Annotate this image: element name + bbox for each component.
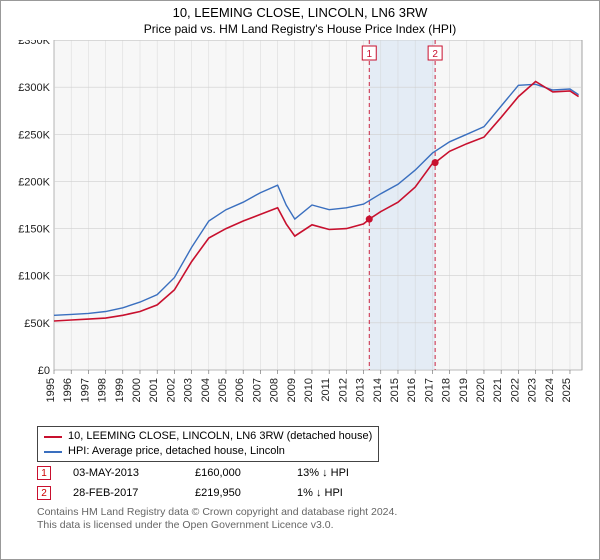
svg-text:2022: 2022 <box>509 378 521 402</box>
legend-row: 10, LEEMING CLOSE, LINCOLN, LN6 3RW (det… <box>44 429 372 444</box>
svg-text:2002: 2002 <box>165 378 177 402</box>
svg-text:2024: 2024 <box>544 378 556 402</box>
legend-label: 10, LEEMING CLOSE, LINCOLN, LN6 3RW (det… <box>68 429 372 444</box>
transaction-diff: 1% ↓ HPI <box>297 487 343 499</box>
svg-text:£150K: £150K <box>18 224 50 236</box>
transaction-price: £160,000 <box>195 467 275 479</box>
svg-text:£0: £0 <box>38 365 50 377</box>
svg-text:2008: 2008 <box>269 378 281 402</box>
chart-plot-area: £0 £50K £100K £150K £200K £250K £300K £350K 1995… <box>10 40 590 420</box>
svg-text:2006: 2006 <box>234 378 246 402</box>
transaction-row: 1 03-MAY-2013 £160,000 13% ↓ HPI <box>37 466 591 480</box>
svg-text:1999: 1999 <box>114 378 126 402</box>
svg-text:2021: 2021 <box>492 378 504 402</box>
svg-text:£350K: £350K <box>18 40 50 47</box>
chart-container: 10, LEEMING CLOSE, LINCOLN, LN6 3RW Pric… <box>0 0 600 560</box>
svg-text:2009: 2009 <box>286 378 298 402</box>
svg-text:2014: 2014 <box>372 378 384 402</box>
svg-text:2017: 2017 <box>423 378 435 402</box>
svg-text:2004: 2004 <box>200 378 212 402</box>
transaction-date: 28-FEB-2017 <box>73 487 173 499</box>
svg-text:1998: 1998 <box>97 378 109 402</box>
transaction-marker: 2 <box>37 486 51 500</box>
svg-text:£100K: £100K <box>18 271 50 283</box>
svg-text:2020: 2020 <box>475 378 487 402</box>
attribution-line2: This data is licensed under the Open Gov… <box>37 519 591 532</box>
svg-text:1997: 1997 <box>79 378 91 402</box>
svg-text:2010: 2010 <box>303 378 315 402</box>
svg-text:2019: 2019 <box>458 378 470 402</box>
chart-subtitle: Price paid vs. HM Land Registry's House … <box>1 22 599 36</box>
legend-swatch <box>44 436 62 438</box>
svg-text:2003: 2003 <box>183 378 195 402</box>
transaction-diff: 13% ↓ HPI <box>297 467 349 479</box>
transaction-row: 2 28-FEB-2017 £219,950 1% ↓ HPI <box>37 486 591 500</box>
svg-text:2000: 2000 <box>131 378 143 402</box>
svg-text:£300K: £300K <box>18 82 50 94</box>
svg-text:2015: 2015 <box>389 378 401 402</box>
svg-text:2005: 2005 <box>217 378 229 402</box>
svg-text:£50K: £50K <box>24 318 50 330</box>
svg-text:2025: 2025 <box>561 378 573 402</box>
chart-svg: £0 £50K £100K £150K £200K £250K £300K £350K 1995… <box>10 40 590 420</box>
svg-text:2: 2 <box>432 49 438 60</box>
svg-text:£250K: £250K <box>18 129 50 141</box>
svg-text:1995: 1995 <box>45 378 57 402</box>
svg-text:2012: 2012 <box>337 378 349 402</box>
legend-label: HPI: Average price, detached house, Linc… <box>68 444 285 459</box>
transaction-list: 1 03-MAY-2013 £160,000 13% ↓ HPI 2 28-FEB-201… <box>37 466 591 500</box>
legend: 10, LEEMING CLOSE, LINCOLN, LN6 3RW (det… <box>37 426 379 462</box>
attribution-line1: Contains HM Land Registry data © Crown c… <box>37 506 591 519</box>
legend-row: HPI: Average price, detached house, Linc… <box>44 444 372 459</box>
attribution: Contains HM Land Registry data © Crown c… <box>37 506 591 532</box>
svg-text:2018: 2018 <box>441 378 453 402</box>
svg-text:2023: 2023 <box>527 378 539 402</box>
legend-swatch <box>44 451 62 453</box>
svg-text:2001: 2001 <box>148 378 160 402</box>
svg-text:2013: 2013 <box>355 378 367 402</box>
svg-text:1996: 1996 <box>62 378 74 402</box>
transaction-price: £219,950 <box>195 487 275 499</box>
svg-text:1: 1 <box>366 49 372 60</box>
transaction-date: 03-MAY-2013 <box>73 467 173 479</box>
svg-text:2007: 2007 <box>251 378 263 402</box>
chart-title: 10, LEEMING CLOSE, LINCOLN, LN6 3RW <box>1 5 599 20</box>
svg-text:2011: 2011 <box>320 378 332 402</box>
transaction-marker: 1 <box>37 466 51 480</box>
svg-text:2016: 2016 <box>406 378 418 402</box>
svg-text:£200K: £200K <box>18 176 50 188</box>
